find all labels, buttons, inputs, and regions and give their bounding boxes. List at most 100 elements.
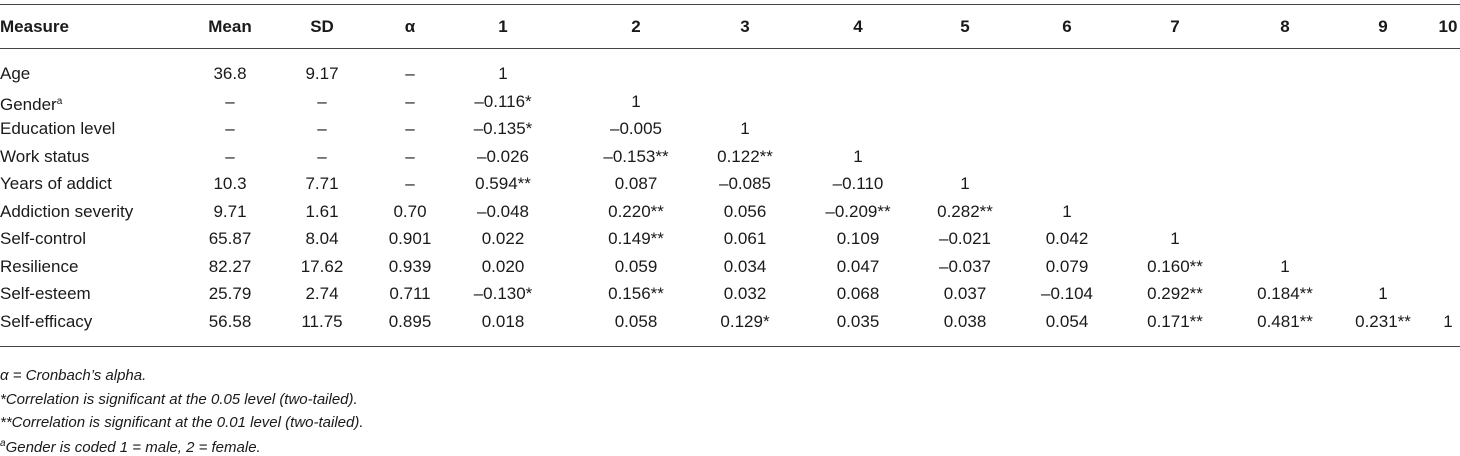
cell: 0.056: [723, 201, 767, 221]
cell: –0.021: [939, 229, 991, 248]
cell: –: [225, 91, 235, 111]
cell: –0.104: [1041, 284, 1093, 303]
row-label: Self-esteem: [0, 284, 91, 303]
cell: 1: [1443, 311, 1453, 331]
superscript: a: [56, 95, 63, 107]
header-cell: SD: [310, 17, 334, 36]
cell: –: [317, 146, 327, 166]
cell: 0.220**: [608, 201, 664, 221]
cell: 0.184**: [1257, 284, 1313, 303]
cell: 0.594**: [475, 174, 531, 193]
cell: 0.895: [388, 311, 432, 331]
cell: 9.17: [305, 64, 339, 83]
header-cell: 3: [740, 17, 750, 36]
cell: 0.059: [614, 256, 658, 276]
cell: 0.038: [943, 311, 987, 331]
cell: 0.939: [388, 256, 432, 276]
cell: 0.018: [481, 311, 525, 331]
header-cell: 2: [631, 17, 641, 36]
cell: 0.160**: [1147, 256, 1203, 276]
cell: 0.149**: [608, 229, 664, 248]
cell: 9.71: [213, 201, 247, 221]
cell: 0.129*: [720, 311, 770, 331]
cell: 56.58: [208, 311, 252, 331]
cell: 2.74: [305, 284, 339, 303]
cell: 1: [631, 91, 641, 111]
footnote: **Correlation is significant at the 0.01…: [0, 414, 364, 431]
row-label: Years of addict: [0, 174, 112, 193]
cell: 0.901: [388, 229, 432, 248]
cell: –0.005: [610, 119, 662, 138]
cell: 0.70: [393, 201, 427, 221]
cell: 0.292**: [1147, 284, 1203, 303]
cell: 0.032: [723, 284, 767, 303]
cell: –: [405, 119, 415, 138]
top-rule: [0, 4, 1460, 5]
cell: 0.022: [481, 229, 525, 248]
note-text: Gender is coded 1 = male, 2 = female.: [5, 438, 261, 456]
cell: 1: [853, 146, 863, 166]
cell: 0.282**: [937, 201, 993, 221]
cell: 0.109: [836, 229, 880, 248]
cell: –: [317, 91, 327, 111]
cell: 17.62: [300, 256, 344, 276]
cell: 1: [1378, 284, 1388, 303]
cell: –0.110: [832, 174, 884, 193]
cell: –0.048: [477, 201, 529, 221]
cell: –0.135*: [473, 119, 533, 138]
cell: 0.481**: [1257, 311, 1313, 331]
row-label: Addiction severity: [0, 201, 134, 221]
cell: 0.034: [723, 256, 767, 276]
header-rule: [0, 48, 1460, 49]
cell: 0.079: [1045, 256, 1089, 276]
cell: –: [405, 64, 415, 83]
cell: 0.047: [836, 256, 880, 276]
cell: 1: [1170, 229, 1180, 248]
cell: –0.130*: [473, 284, 533, 303]
cell: –0.209**: [825, 201, 891, 221]
cell: 0.231**: [1355, 311, 1411, 331]
cell: 0.042: [1045, 229, 1089, 248]
header-cell: 1: [498, 17, 508, 36]
header-cell: Measure: [0, 17, 69, 36]
cell: 0.122**: [717, 146, 773, 166]
header-cell: 8: [1280, 17, 1290, 36]
cell-text: Gender: [0, 94, 57, 114]
bottom-rule: [0, 346, 1460, 347]
cell: –: [405, 146, 415, 166]
cell: 0.087: [614, 174, 658, 193]
cell: –: [405, 174, 415, 193]
cell: –: [405, 91, 415, 111]
cell: –0.085: [719, 174, 771, 193]
cell: 36.8: [213, 64, 247, 83]
cell: 0.068: [836, 284, 880, 303]
row-label: Education level: [0, 119, 116, 138]
cell: 0.058: [614, 311, 658, 331]
cell: 0.711: [389, 284, 431, 303]
row-label: Age: [0, 64, 31, 83]
footnote: *Correlation is significant at the 0.05 …: [0, 390, 358, 408]
cell: 7.71: [305, 174, 339, 193]
cell: 1: [740, 119, 750, 138]
row-label: Resilience: [0, 256, 79, 276]
cell: 1: [1280, 256, 1290, 276]
cell: –0.153**: [603, 146, 669, 166]
superscript: a: [0, 437, 6, 449]
footnote: α = Cronbach’s alpha.: [0, 367, 147, 384]
cell: 1: [498, 64, 508, 83]
cell: –: [225, 146, 235, 166]
row-label: Gendera: [0, 92, 62, 115]
cell: 65.87: [208, 229, 252, 248]
header-cell: α: [404, 17, 416, 36]
cell: 0.020: [481, 256, 525, 276]
cell: 0.037: [943, 284, 987, 303]
header-cell: 4: [853, 17, 863, 36]
header-cell: 10: [1438, 17, 1458, 36]
cell: –0.037: [939, 256, 991, 276]
cell: 8.04: [305, 229, 339, 248]
cell: 0.171**: [1147, 311, 1203, 331]
cell: 0.061: [723, 229, 767, 248]
cell: –: [225, 119, 235, 138]
cell: 1: [960, 174, 970, 193]
row-label: Self-control: [0, 229, 86, 248]
